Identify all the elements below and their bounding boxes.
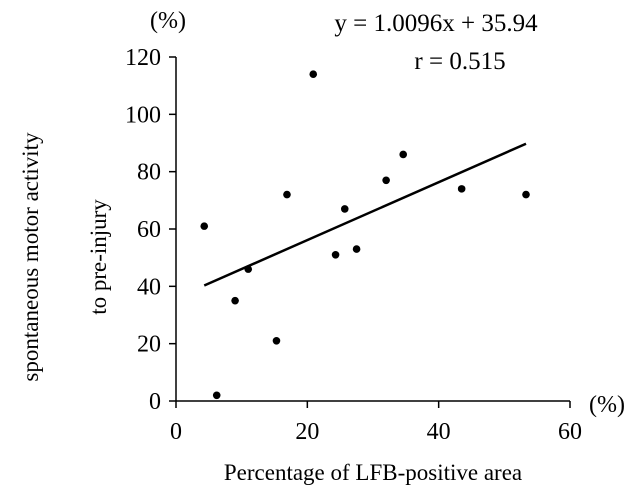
tick-labels: 0 20 40 60 80 100 120 0 20 40 60 — [125, 45, 582, 445]
axes — [175, 57, 570, 402]
y-axis-unit: (%) — [150, 8, 186, 34]
y-axis-title-line2: to pre-injury — [86, 199, 111, 315]
data-point — [244, 265, 253, 273]
data-point — [231, 296, 239, 305]
y-tick-label: 80 — [137, 160, 161, 186]
data-point — [331, 251, 340, 259]
x-tick-label: 0 — [170, 419, 182, 445]
correlation-r-value: r = 0.515 — [414, 48, 505, 75]
data-point — [522, 190, 530, 199]
regression-equation: y = 1.0096x + 35.94 — [334, 10, 538, 37]
x-axis-unit: (%) — [589, 392, 625, 418]
data-point — [352, 245, 361, 253]
data-point — [457, 185, 466, 193]
y-axis-title-line1: spontaneous motor activity — [18, 132, 43, 382]
data-point — [283, 190, 291, 199]
data-point — [212, 391, 221, 400]
data-point — [340, 205, 349, 213]
ticks — [169, 56, 571, 408]
data-points — [200, 70, 530, 400]
data-point — [272, 337, 281, 345]
data-point — [309, 70, 318, 78]
x-axis-title: Percentage of LFB-positive area — [224, 460, 522, 485]
y-tick-label: 40 — [137, 274, 161, 300]
y-tick-label: 60 — [137, 217, 161, 243]
y-tick-label: 20 — [137, 332, 161, 358]
y-tick-label: 100 — [125, 102, 161, 128]
y-tick-label: 0 — [149, 389, 161, 415]
regression-line — [203, 142, 527, 287]
data-point — [382, 176, 390, 185]
x-tick-label: 40 — [427, 419, 451, 445]
data-point — [200, 222, 209, 230]
x-tick-label: 20 — [295, 419, 319, 445]
x-tick-label: 60 — [558, 419, 582, 445]
data-point — [399, 150, 408, 159]
y-tick-label: 120 — [125, 45, 161, 71]
